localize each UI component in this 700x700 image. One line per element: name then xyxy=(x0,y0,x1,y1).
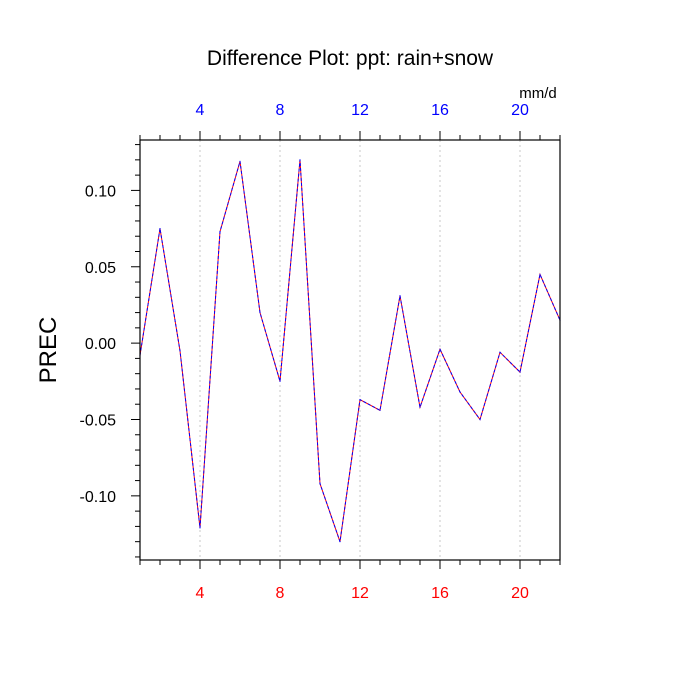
data-point xyxy=(339,541,341,543)
y-tick-label: -0.10 xyxy=(80,489,117,506)
y-tick-label: -0.05 xyxy=(80,412,117,429)
data-point xyxy=(319,483,321,485)
top-axis-unit-label: mm/d xyxy=(519,85,557,102)
data-point xyxy=(219,231,221,233)
data-point xyxy=(179,350,181,352)
data-point xyxy=(439,348,441,350)
series-line xyxy=(139,159,561,542)
data-point xyxy=(479,418,481,421)
data-point xyxy=(459,391,461,393)
x-tick-label-top: 8 xyxy=(276,102,285,119)
y-tick-label: 0.10 xyxy=(85,183,116,200)
data-point xyxy=(519,371,521,373)
x-tick-label-bottom: 8 xyxy=(276,585,285,602)
x-tick-label-top: 4 xyxy=(196,102,205,119)
y-tick-label: 0.00 xyxy=(85,336,116,353)
y-axis-label: PREC xyxy=(35,317,62,384)
series-lines xyxy=(139,159,561,543)
x-tick-label-top: 16 xyxy=(431,102,449,119)
series-line-dashes xyxy=(139,159,561,542)
x-tick-label-bottom: 4 xyxy=(196,585,205,602)
data-point xyxy=(299,159,301,161)
data-point xyxy=(499,351,501,353)
x-tick-label-top: 12 xyxy=(351,102,369,119)
plot-frame xyxy=(139,139,561,561)
data-point xyxy=(399,295,401,297)
y-tick-label: 0.05 xyxy=(85,260,116,277)
data-point xyxy=(279,380,281,382)
data-point xyxy=(419,406,421,408)
data-point xyxy=(159,227,161,230)
x-tick-label-bottom: 20 xyxy=(511,585,529,602)
data-point xyxy=(199,527,201,529)
axes xyxy=(131,131,561,569)
data-point xyxy=(539,273,541,275)
tick-labels: 4 4 8 8 12 12 16 16 20 20 0.10 0.05 0.00 -0.05 -0.10 xyxy=(80,102,529,602)
data-point xyxy=(259,311,261,314)
data-point xyxy=(379,409,381,411)
x-tick-label-top: 20 xyxy=(511,102,529,119)
data-point xyxy=(239,160,241,162)
x-tick-label-bottom: 12 xyxy=(351,585,369,602)
data-point xyxy=(359,399,361,401)
grid-lines xyxy=(199,140,521,560)
x-tick-label-bottom: 16 xyxy=(431,585,449,602)
chart-title: Difference Plot: ppt: rain+snow xyxy=(207,47,494,70)
